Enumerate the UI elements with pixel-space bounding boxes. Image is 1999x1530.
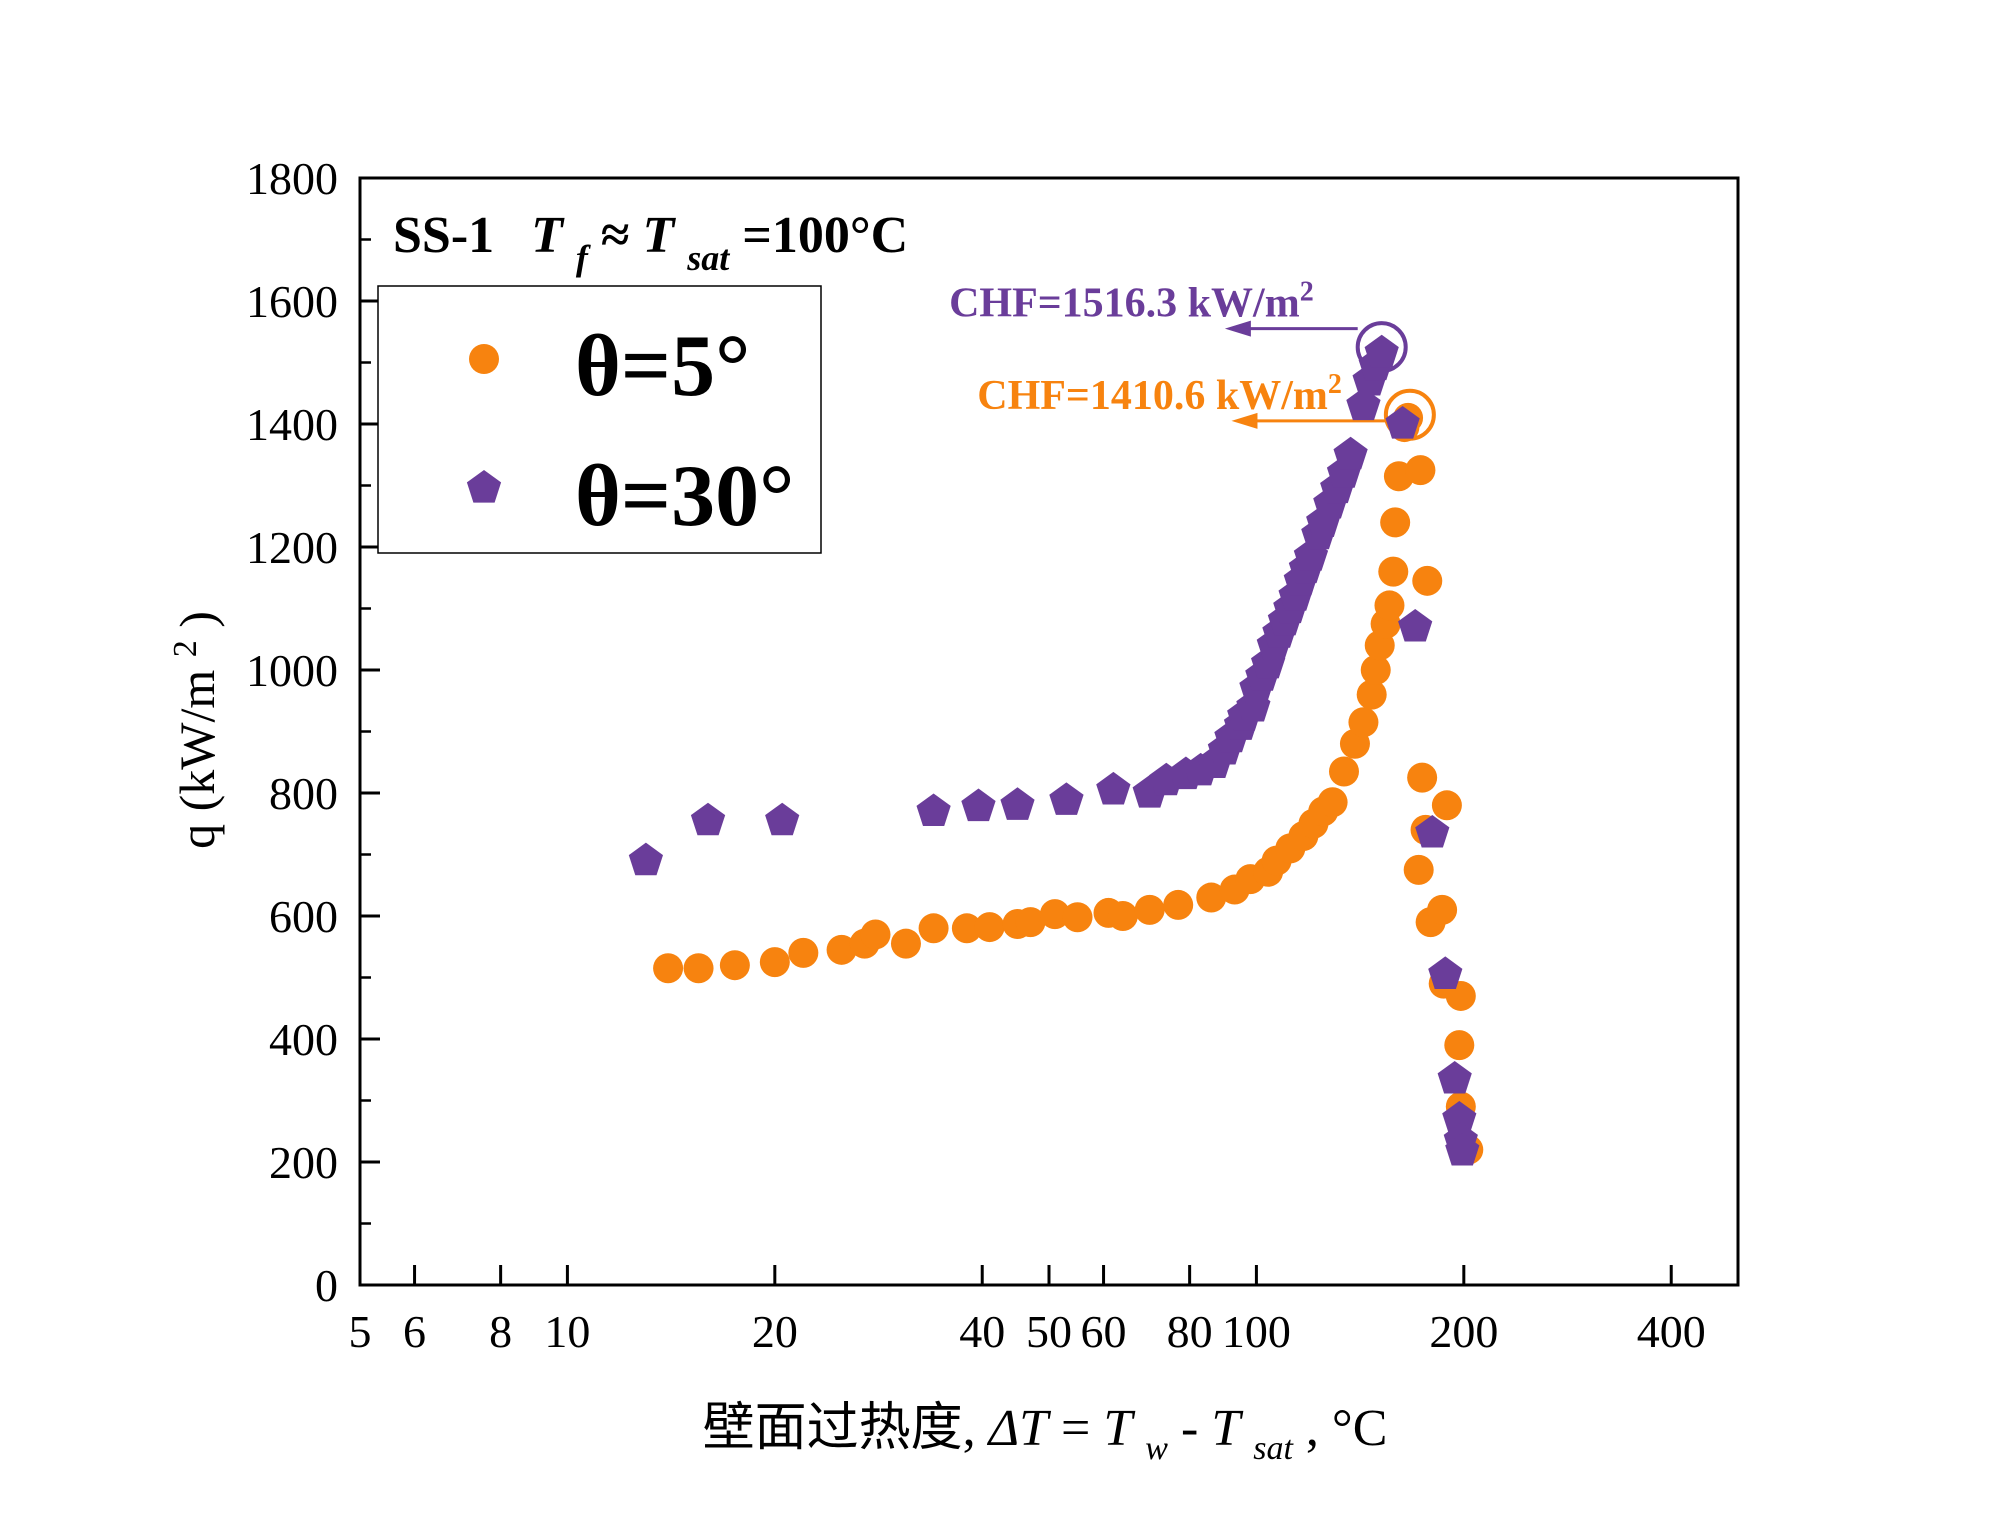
data-point xyxy=(916,793,951,826)
data-point xyxy=(1096,771,1131,805)
data-point xyxy=(826,934,857,965)
data-point xyxy=(1039,899,1070,930)
series-theta-30 xyxy=(628,334,1480,1166)
legend-marker-theta-30 xyxy=(466,470,502,503)
legend-label-theta-30: θ=30° xyxy=(575,448,794,545)
data-point xyxy=(1015,907,1046,938)
data-point xyxy=(1442,1101,1477,1134)
data-point xyxy=(653,953,684,984)
data-point xyxy=(1405,455,1436,486)
chf-arrow-head xyxy=(1224,320,1251,337)
condition-label: SS-1 T f ≈ T sat =100°C xyxy=(393,207,908,282)
x-tick-label-400: 400 xyxy=(1637,1306,1706,1357)
data-point xyxy=(918,913,949,944)
chf-label-1: CHF=1410.6 kW/m2 xyxy=(977,369,1342,419)
data-point xyxy=(1333,436,1368,470)
x-tick-label-20: 20 xyxy=(752,1306,798,1357)
data-point xyxy=(1437,1061,1472,1094)
data-point xyxy=(1431,790,1462,821)
x-axis-title: 壁面过热度, ΔT = T w - T sat , °C xyxy=(703,1400,1388,1471)
data-point xyxy=(1445,1132,1480,1166)
x-tick-label-8: 8 xyxy=(489,1306,512,1357)
data-point xyxy=(1374,590,1405,621)
data-series xyxy=(628,334,1484,1166)
chf-annotations: CHF=1516.3 kW/m2 CHF=1410.6 kW/m2 xyxy=(949,277,1436,441)
legend: θ=5° θ=30° xyxy=(377,285,822,554)
data-point xyxy=(1348,707,1379,738)
data-point xyxy=(1427,894,1458,925)
y-axis-title: q (kW/m 2 ) xyxy=(151,611,225,849)
y-tick-label-800: 800 xyxy=(269,768,338,819)
data-point xyxy=(951,913,982,944)
legend-label-theta-5: θ=5° xyxy=(575,318,750,415)
data-point xyxy=(683,953,714,984)
legend-box xyxy=(377,285,822,554)
data-point xyxy=(1317,787,1348,818)
x-tick-label-200: 200 xyxy=(1429,1306,1498,1357)
data-point xyxy=(1412,565,1443,596)
data-point xyxy=(1346,387,1381,421)
chf-label-0: CHF=1516.3 kW/m2 xyxy=(949,277,1314,327)
legend-circle-marker xyxy=(469,344,499,374)
y-tick-label-1600: 1600 xyxy=(246,276,338,327)
x-tick-label-50: 50 xyxy=(1026,1306,1072,1357)
data-point xyxy=(1049,782,1084,815)
data-point xyxy=(1398,609,1433,642)
x-tick-label-60: 60 xyxy=(1081,1306,1127,1357)
x-tick-label-40: 40 xyxy=(959,1306,1005,1357)
data-point xyxy=(974,912,1005,943)
x-tick-label-100: 100 xyxy=(1222,1306,1291,1357)
x-tick-label-80: 80 xyxy=(1167,1306,1213,1357)
data-point xyxy=(1134,894,1165,925)
y-tick-label-600: 600 xyxy=(269,891,338,942)
data-point xyxy=(1328,756,1359,787)
y-axis: 0 200 400 600 800 1000 1200 1400 1600 1800 xyxy=(246,153,380,1311)
x-tick-label-10: 10 xyxy=(544,1306,590,1357)
legend-pentagon-marker xyxy=(466,470,502,503)
data-point xyxy=(1407,762,1438,793)
data-point xyxy=(1444,1030,1475,1061)
data-point xyxy=(890,928,921,959)
y-tick-label-0: 0 xyxy=(315,1260,338,1311)
data-point xyxy=(1000,787,1035,820)
data-point xyxy=(1364,334,1399,368)
data-point xyxy=(1428,956,1463,989)
y-tick-label-1400: 1400 xyxy=(246,399,338,450)
data-point xyxy=(765,802,800,836)
data-point xyxy=(1378,556,1409,587)
legend-marker-theta-5 xyxy=(469,344,499,374)
data-point xyxy=(1403,854,1434,885)
data-point xyxy=(1385,406,1420,439)
data-point xyxy=(860,919,891,950)
data-point xyxy=(1107,901,1138,931)
data-point xyxy=(690,802,726,836)
y-tick-label-1000: 1000 xyxy=(246,645,338,696)
x-tick-label-5: 5 xyxy=(349,1306,372,1357)
data-point xyxy=(1196,882,1227,913)
x-tick-label-6: 6 xyxy=(403,1306,426,1357)
data-point xyxy=(1415,815,1450,848)
y-tick-label-200: 200 xyxy=(269,1137,338,1188)
data-point xyxy=(788,937,819,968)
data-point xyxy=(1360,655,1391,685)
chf-arrow-head xyxy=(1231,412,1258,429)
data-point xyxy=(961,788,996,822)
x-axis: 5 6 8 10 20 40 50 60 80 100 200 400 xyxy=(349,1265,1706,1357)
data-point xyxy=(1163,889,1194,920)
y-tick-label-1800: 1800 xyxy=(246,153,338,204)
data-point xyxy=(628,842,663,876)
y-tick-label-1200: 1200 xyxy=(246,522,338,573)
y-tick-label-400: 400 xyxy=(269,1014,338,1065)
data-point xyxy=(719,950,750,981)
data-point xyxy=(759,947,790,978)
data-point xyxy=(1380,507,1411,538)
data-point xyxy=(1062,902,1093,933)
data-point xyxy=(1356,679,1387,710)
